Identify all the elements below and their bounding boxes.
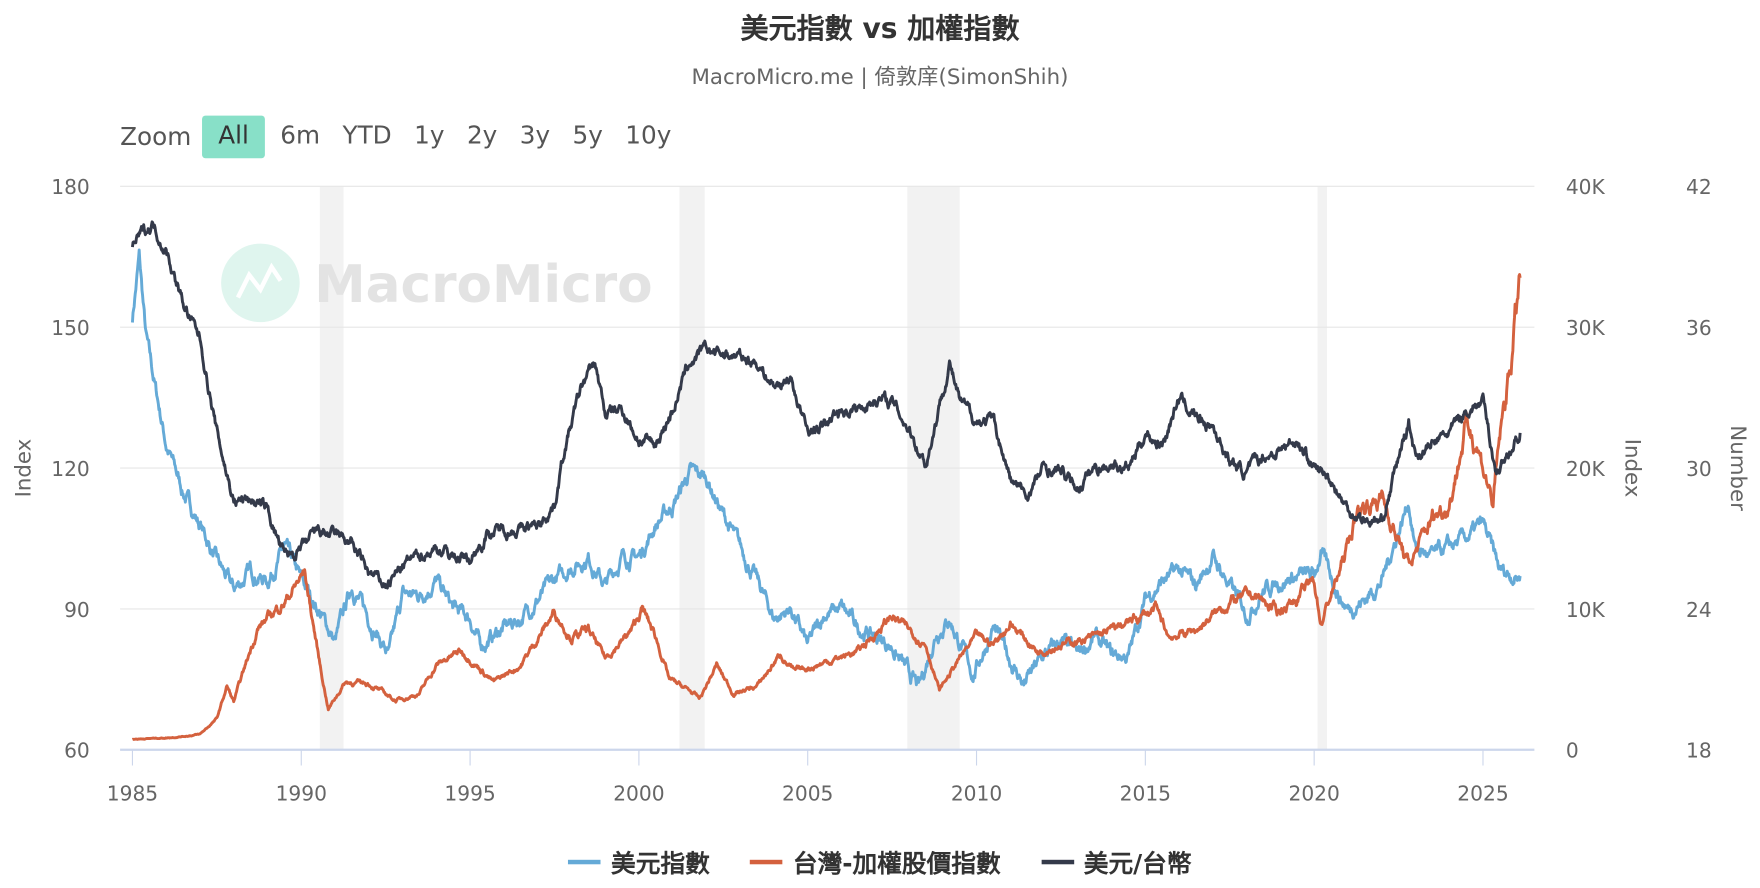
left-tick-label: 150 [51, 316, 90, 340]
legend-swatch [1041, 859, 1074, 865]
zoom-2y-button[interactable]: 2y [466, 122, 498, 151]
zoom-5y-button[interactable]: 5y [572, 122, 603, 151]
right-index-tick-label: 0 [1566, 739, 1579, 763]
right-index-tick-label: 10K [1566, 598, 1606, 622]
legend-item-dxy[interactable]: 美元指數 [568, 844, 710, 880]
x-tick-label: 2005 [782, 781, 833, 805]
legend: 美元指數 台灣-加權股價指數 美元/台幣 [0, 844, 1760, 880]
left-tick-label: 90 [64, 598, 90, 622]
zoom-1y-button[interactable]: 1y [414, 122, 445, 151]
right-axis-title-index: Index [1619, 439, 1644, 498]
legend-swatch [568, 859, 601, 865]
zoom-all-button[interactable]: All [202, 115, 265, 159]
left-tick-label: 120 [51, 457, 90, 481]
left-tick-label: 180 [51, 175, 90, 199]
zoom-range-selector: Zoom All 6m YTD 1y 2y 3y 5y 10y [120, 115, 685, 159]
x-tick-label: 2015 [1120, 781, 1171, 805]
right-number-tick-label: 36 [1686, 316, 1712, 340]
zoom-label: Zoom [120, 122, 192, 151]
right-index-tick-label: 30K [1566, 316, 1606, 340]
right-number-tick-label: 24 [1686, 598, 1712, 622]
right-number-tick-label: 30 [1686, 457, 1712, 481]
x-tick-label: 1985 [107, 781, 158, 805]
zoom-3y-button[interactable]: 3y [519, 122, 551, 151]
right-index-tick-label: 40K [1566, 175, 1606, 199]
chart-subtitle: MacroMicro.me | 倚敦庠(SimonShih) [691, 65, 1069, 90]
zoom-6m-button[interactable]: 6m [280, 122, 321, 151]
right-number-tick-label: 18 [1686, 739, 1712, 763]
watermark: MacroMicro [221, 243, 653, 323]
legend-label: 美元指數 [611, 850, 710, 879]
right-index-tick-label: 20K [1566, 457, 1606, 481]
x-tick-label: 1990 [276, 781, 327, 805]
legend-label: 台灣-加權股價指數 [792, 850, 1001, 879]
legend-label: 美元/台幣 [1083, 850, 1192, 879]
legend-item-usdtwd[interactable]: 美元/台幣 [1041, 844, 1192, 880]
legend-item-taiex[interactable]: 台灣-加權股價指數 [750, 844, 1001, 880]
series-line-taiex [131, 273, 1522, 741]
zoom-ytd-button[interactable]: YTD [342, 122, 392, 151]
watermark-logo-icon [221, 243, 300, 323]
x-tick-label: 2010 [951, 781, 1002, 805]
legend-swatch [750, 859, 783, 865]
x-tick-label: 2000 [613, 781, 664, 805]
series-line-usdtwd [131, 220, 1522, 590]
x-tick-label: 2020 [1288, 781, 1339, 805]
watermark-chart-icon [235, 262, 283, 299]
left-axis-title: Index [11, 439, 36, 498]
series-line-dxy [130, 248, 1522, 687]
zoom-10y-button[interactable]: 10y [625, 122, 672, 151]
right-axis-title-number: Number [1725, 425, 1750, 511]
x-tick-label: 1995 [444, 781, 495, 805]
left-tick-label: 60 [64, 739, 90, 763]
right-number-tick-label: 42 [1686, 175, 1712, 199]
watermark-text: MacroMicro [314, 255, 652, 315]
x-tick-label: 2025 [1457, 781, 1508, 805]
chart-title: 美元指數 vs 加權指數 [740, 12, 1020, 45]
